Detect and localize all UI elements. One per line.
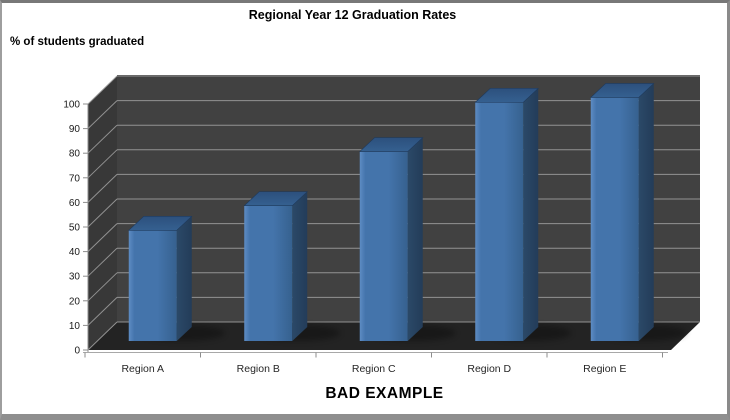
bar-region-c (358, 137, 424, 341)
bar-region-d (474, 88, 540, 341)
bar-region-e (589, 83, 655, 342)
y-tick-label: 40 (69, 247, 81, 258)
y-tick-label: 20 (69, 296, 81, 307)
gridline-depth (87, 321, 118, 351)
gridline-depth (87, 198, 118, 228)
y-axis-title: % of students graduated (10, 36, 145, 48)
y-tick-label: 90 (69, 124, 81, 135)
y-tick-label: 30 (69, 272, 81, 283)
bar-region-a (127, 216, 193, 341)
x-category-label: Region B (237, 363, 280, 375)
gridline-depth (87, 149, 118, 179)
y-tick-label: 100 (63, 100, 80, 111)
gridline-depth (87, 247, 118, 277)
gridline-depth (87, 297, 118, 326)
gridline-depth (87, 223, 118, 252)
x-category-label: Region A (121, 363, 164, 375)
x-category-label: Region E (583, 363, 626, 375)
x-category-label: Region D (467, 363, 511, 375)
chart-title: Regional Year 12 Graduation Rates (248, 8, 457, 22)
bad-example-caption: BAD EXAMPLE (325, 385, 444, 402)
gridline-depth (87, 75, 118, 105)
x-category-label: Region C (352, 363, 396, 375)
y-tick-label: 70 (69, 173, 81, 184)
y-tick-label: 0 (74, 346, 80, 357)
gridline-depth (87, 272, 118, 302)
gridline-depth (87, 100, 118, 129)
y-tick-label: 50 (69, 223, 81, 234)
y-tick-label: 10 (69, 321, 81, 332)
gridline-depth (87, 124, 118, 154)
gridline-depth (87, 174, 118, 203)
y-tick-label: 80 (69, 149, 81, 160)
bar-region-b (243, 191, 309, 341)
y-tick-label: 60 (69, 198, 81, 209)
